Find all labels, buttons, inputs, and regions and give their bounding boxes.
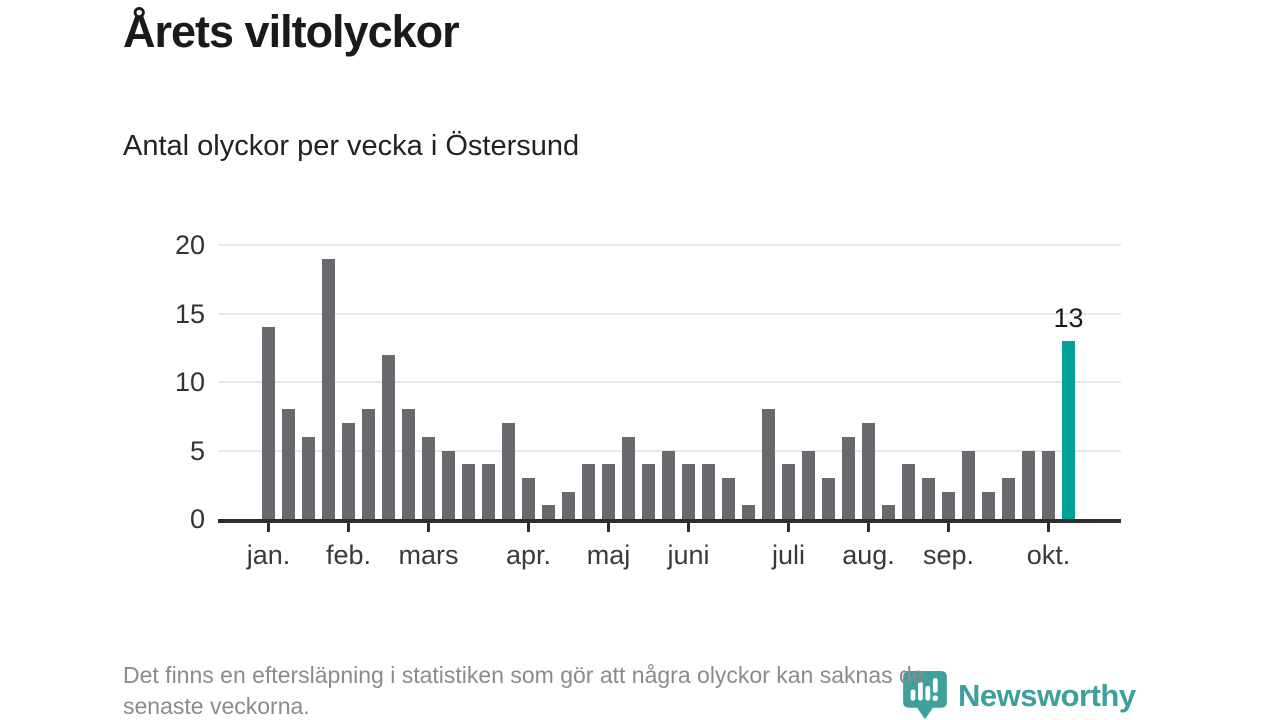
x-tick-label-jan: jan. — [246, 540, 291, 570]
bar-week-highlighted — [1061, 340, 1076, 519]
plot-area: 13 — [218, 244, 1121, 523]
x-tick-label-maj: maj — [586, 540, 631, 570]
x-tick-juni — [686, 523, 691, 532]
y-tick-label: 5 — [189, 435, 205, 466]
bar-week — [481, 464, 496, 519]
x-tick-juli — [786, 523, 791, 532]
footnote-line-2: senaste veckorna. — [123, 693, 310, 719]
bar-week — [821, 477, 836, 519]
bar-week — [921, 477, 936, 519]
bar-week — [301, 436, 316, 519]
x-tick-sep — [946, 523, 951, 532]
bar-week — [901, 464, 916, 519]
x-tick-label-okt: okt. — [1026, 540, 1071, 570]
bar-week — [1041, 450, 1056, 519]
bar-week — [801, 450, 816, 519]
x-tick-feb — [346, 523, 351, 532]
y-tick-label: 20 — [174, 230, 205, 260]
bar-week — [961, 450, 976, 519]
bar-week — [261, 327, 276, 519]
bar-week — [421, 436, 436, 519]
bar-week — [781, 464, 796, 519]
bar-week — [441, 450, 456, 519]
x-tick-label-juli: juli — [771, 540, 805, 570]
x-tick-label-sep: sep. — [922, 540, 975, 570]
bar-week — [701, 464, 716, 519]
bar-week — [341, 423, 356, 519]
bar-week — [521, 477, 536, 519]
bar-week — [841, 436, 856, 519]
bar-week — [601, 464, 616, 519]
bar-week — [641, 464, 656, 519]
bar-week — [541, 505, 556, 519]
bar-week — [741, 505, 756, 519]
gridline-20 — [218, 244, 1121, 246]
bar-week — [581, 464, 596, 519]
bar-week — [721, 477, 736, 519]
y-tick-label: 10 — [174, 367, 205, 397]
chart-title: Årets viltolyckor — [123, 6, 460, 57]
bar-week — [381, 354, 396, 519]
newsworthy-pin-barchart-icon — [903, 671, 947, 720]
x-tick-maj — [606, 523, 611, 532]
x-tick-aug — [866, 523, 871, 532]
bar-week — [881, 505, 896, 519]
bar-week — [1001, 477, 1016, 519]
bar-week — [321, 258, 336, 519]
x-tick-jan — [266, 523, 271, 532]
footnote: Det finns en eftersläpning i statistiken… — [123, 660, 925, 720]
bar-week — [681, 464, 696, 519]
x-tick-label-juni: juni — [667, 540, 710, 570]
y-tick-label: 15 — [174, 298, 205, 329]
newsworthy-wordmark: Newsworthy — [958, 677, 1136, 713]
bar-week — [621, 436, 636, 519]
highlight-value-label: 13 — [1053, 302, 1084, 333]
newsworthy-logo: Newsworthy — [903, 671, 1136, 720]
bar-week — [861, 423, 876, 519]
x-tick-mars — [426, 523, 431, 532]
x-tick-apr — [526, 523, 531, 532]
x-tick-label-feb: feb. — [325, 540, 372, 570]
bar-week — [461, 464, 476, 519]
bar-week — [941, 491, 956, 519]
footnote-line-1: Det finns en eftersläpning i statistiken… — [123, 662, 925, 688]
bar-week — [361, 409, 376, 519]
x-tick-label-mars: mars — [398, 540, 459, 570]
x-tick-okt — [1046, 523, 1051, 532]
gridline-15 — [218, 312, 1121, 315]
x-tick-label-aug: aug. — [842, 540, 895, 570]
bar-week — [281, 409, 296, 519]
bar-week — [761, 409, 776, 519]
bar-week — [401, 409, 416, 519]
x-tick-label-apr: apr. — [505, 540, 552, 570]
bar-week — [981, 491, 996, 519]
bar-week — [501, 423, 516, 519]
gridline-10 — [218, 381, 1121, 383]
bar-week — [561, 491, 576, 519]
bar-week — [661, 450, 676, 519]
chart-subtitle: Antal olyckor per vecka i Östersund — [123, 130, 580, 162]
y-tick-label: 0 — [189, 504, 205, 534]
bar-week — [1021, 450, 1036, 519]
